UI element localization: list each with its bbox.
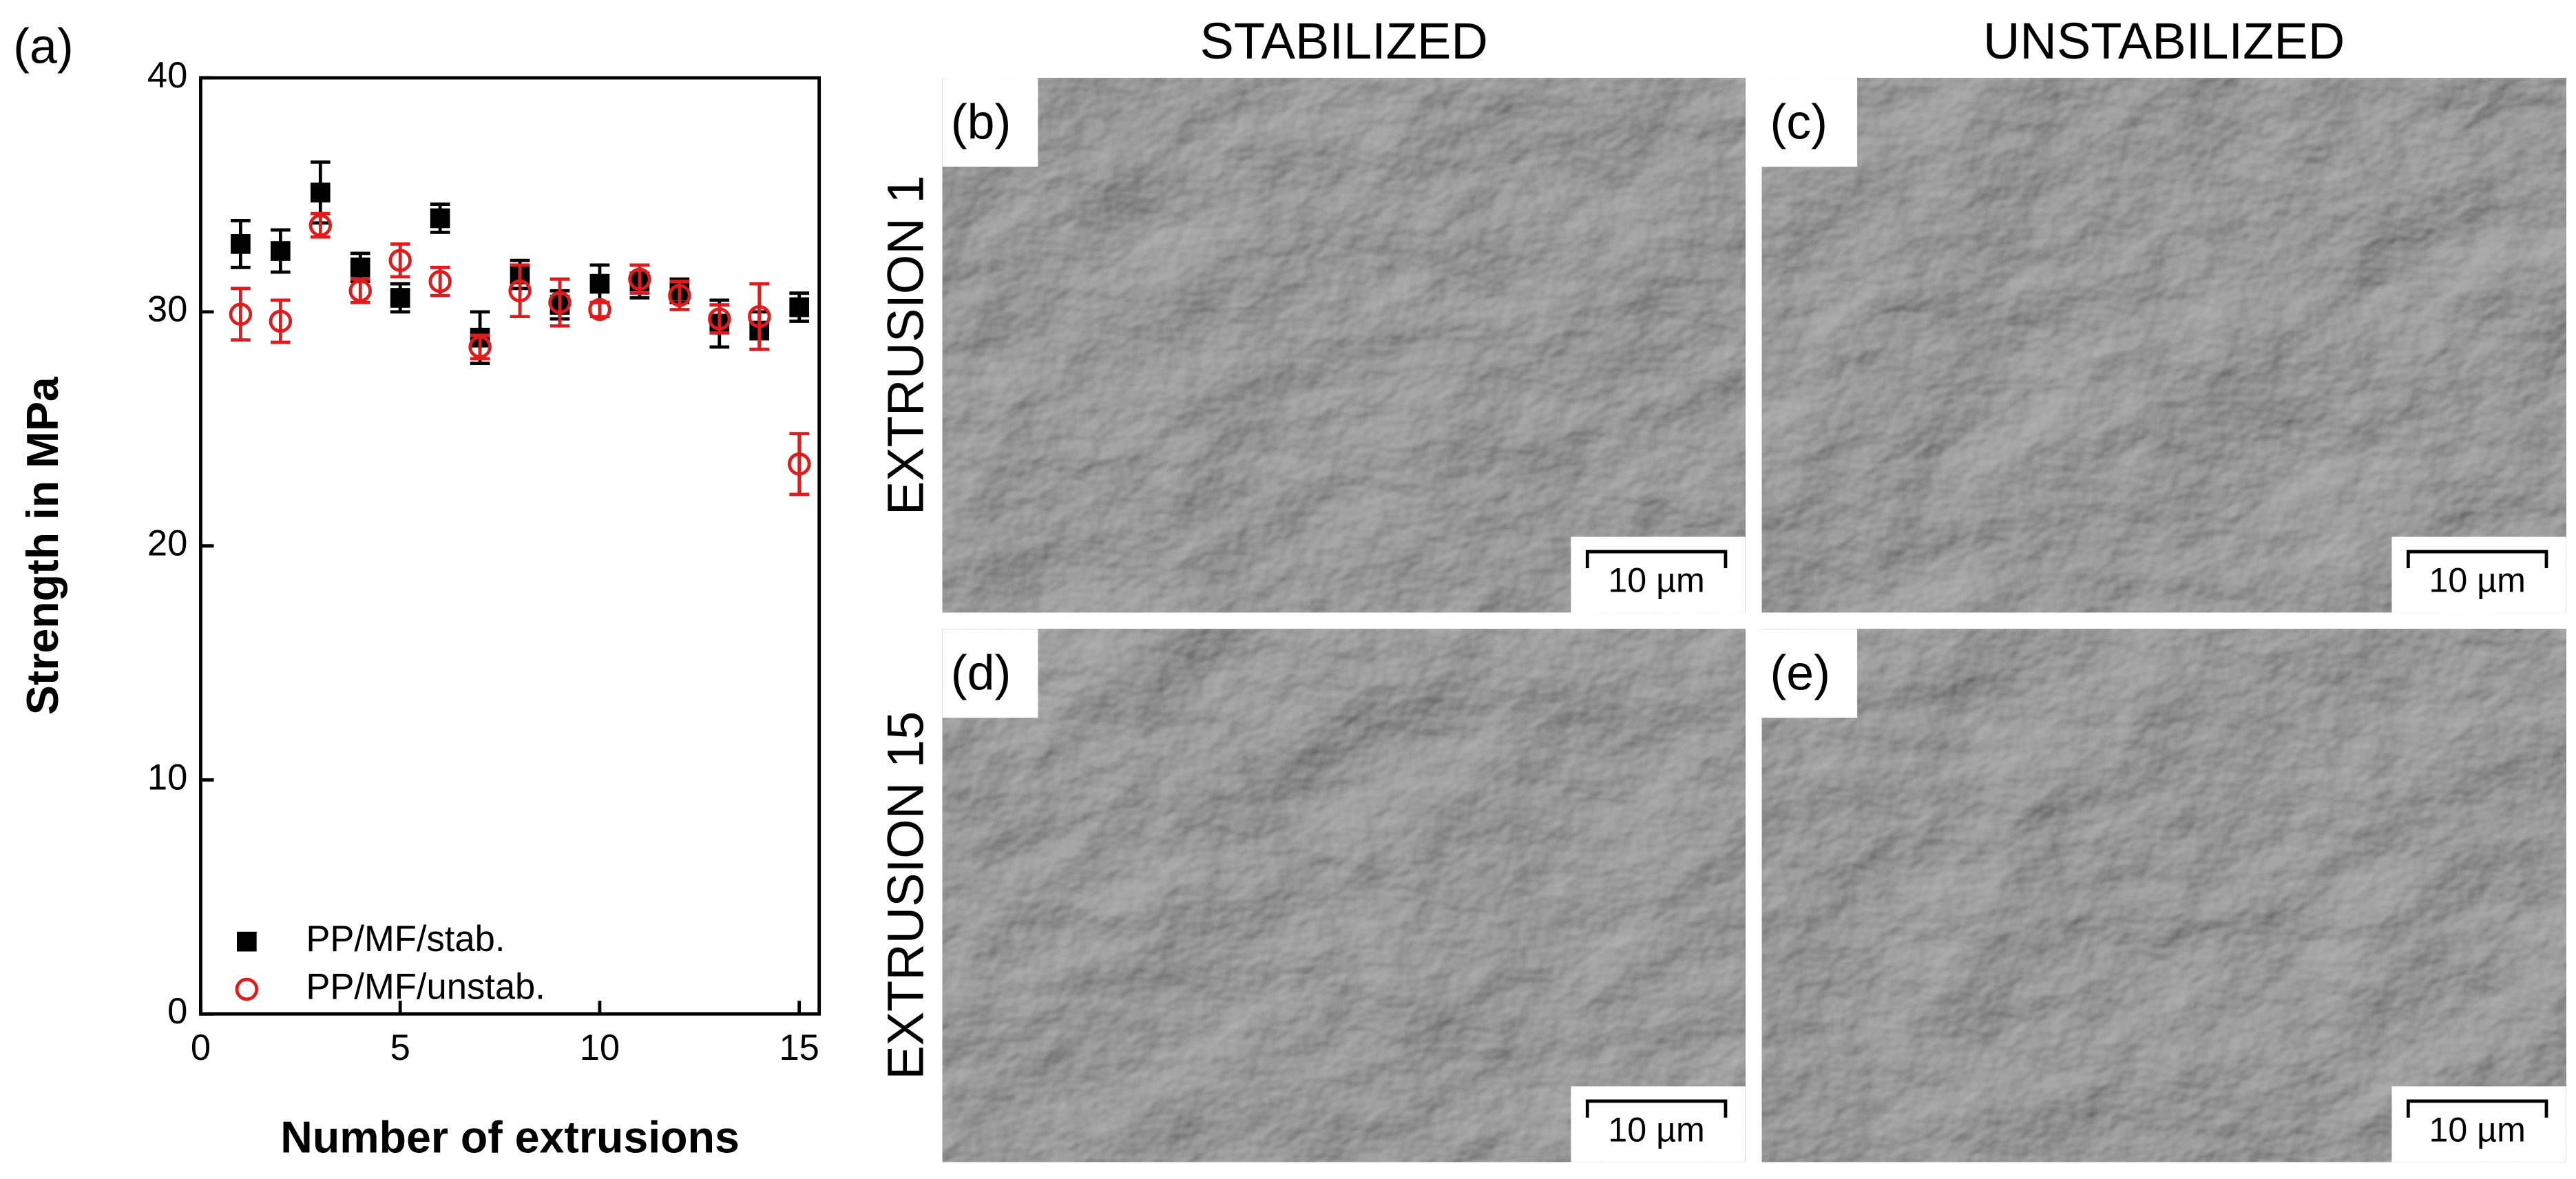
label-box — [942, 78, 1038, 167]
micrograph: (c) 10 µm — [1761, 78, 2566, 613]
marker — [271, 241, 291, 261]
marker — [589, 273, 610, 294]
panel-label: (b) — [951, 94, 1012, 149]
sem-image — [942, 629, 1746, 1162]
scale-box — [2391, 536, 2566, 613]
scale-bar — [1585, 1099, 1728, 1118]
micrograph: (b) 10 µm — [942, 78, 1746, 613]
x-axis-title: Number of extrusions — [280, 1112, 740, 1162]
label-box — [1761, 629, 1858, 718]
marker — [789, 297, 810, 317]
y-tick-label: 40 — [147, 55, 187, 96]
legend-marker — [237, 931, 257, 952]
scale-box — [1571, 1086, 1746, 1162]
row-title: EXTRUSION 1 — [877, 175, 934, 515]
marker — [548, 291, 572, 315]
x-tick-label: 15 — [779, 1027, 819, 1068]
marker — [388, 249, 412, 272]
error-bar — [549, 277, 570, 328]
plot-frame — [199, 76, 821, 1016]
x-tick-label: 0 — [191, 1027, 211, 1068]
micrographs: STABILIZED UNSTABILIZED EXTRUSION 1 EXTRUSI… — [877, 12, 2566, 1162]
scale-box — [1571, 536, 1746, 613]
scale-label: 10 µm — [2429, 561, 2525, 600]
error-bar — [310, 211, 331, 239]
marker — [348, 279, 372, 303]
scale-label: 10 µm — [1608, 1111, 1704, 1149]
error-bar — [231, 286, 251, 342]
sem-image — [1761, 78, 2566, 613]
marker — [787, 452, 811, 476]
label-box — [1761, 78, 1858, 167]
marker — [430, 208, 450, 229]
y-tick-label: 20 — [147, 523, 187, 564]
sem-image — [942, 78, 1746, 613]
micrograph: (d) 10 µm — [942, 629, 1746, 1162]
panel-label: (a) — [13, 19, 74, 74]
y-tick-label: 30 — [147, 289, 187, 330]
panel-label: (e) — [1770, 646, 1830, 701]
y-tick-label: 10 — [147, 757, 187, 797]
marker — [508, 279, 532, 303]
column-title: STABILIZED — [1200, 12, 1488, 70]
error-bar — [470, 333, 490, 361]
micrograph: (e) 10 µm — [1761, 629, 2566, 1162]
marker — [310, 182, 331, 202]
marker — [628, 267, 651, 291]
panel-label: (c) — [1770, 94, 1828, 149]
scale-box — [2391, 1086, 2566, 1162]
error-bar — [350, 277, 370, 304]
y-tick-label: 0 — [167, 991, 187, 1032]
scale-label: 10 µm — [2429, 1111, 2525, 1149]
marker — [668, 284, 691, 307]
marker — [350, 257, 370, 278]
x-tick-label: 5 — [390, 1027, 410, 1068]
plot: (a) 0 10 20 30 40 0 5 10 15 Number of extrusions St… — [13, 19, 821, 1162]
panel-label: (d) — [951, 646, 1012, 701]
marker — [708, 307, 731, 331]
x-tick-label: 10 — [580, 1027, 620, 1068]
column-title: UNSTABILIZED — [1983, 12, 2345, 70]
scale-bar — [1585, 550, 1728, 568]
legend-label: PP/MF/stab. — [306, 919, 505, 959]
label-box — [942, 629, 1038, 718]
legend-label: PP/MF/unstab. — [306, 966, 545, 1007]
marker — [748, 304, 771, 328]
legend-marker — [235, 977, 259, 1001]
error-bar — [749, 282, 770, 351]
sem-image — [1761, 629, 2566, 1162]
scale-label: 10 µm — [1608, 561, 1704, 600]
marker — [468, 335, 492, 359]
marker — [588, 298, 611, 322]
y-axis-title: Strength in MPa — [18, 376, 67, 715]
marker — [269, 309, 293, 333]
marker — [428, 269, 452, 293]
scale-bar — [2406, 550, 2548, 568]
marker — [390, 288, 410, 308]
error-bar — [789, 432, 810, 497]
error-bar — [510, 263, 530, 319]
row-title: EXTRUSION 15 — [877, 711, 934, 1080]
scale-bar — [2406, 1099, 2548, 1118]
marker — [308, 213, 333, 237]
error-bar — [271, 298, 291, 344]
marker — [229, 302, 253, 326]
marker — [231, 233, 251, 254]
